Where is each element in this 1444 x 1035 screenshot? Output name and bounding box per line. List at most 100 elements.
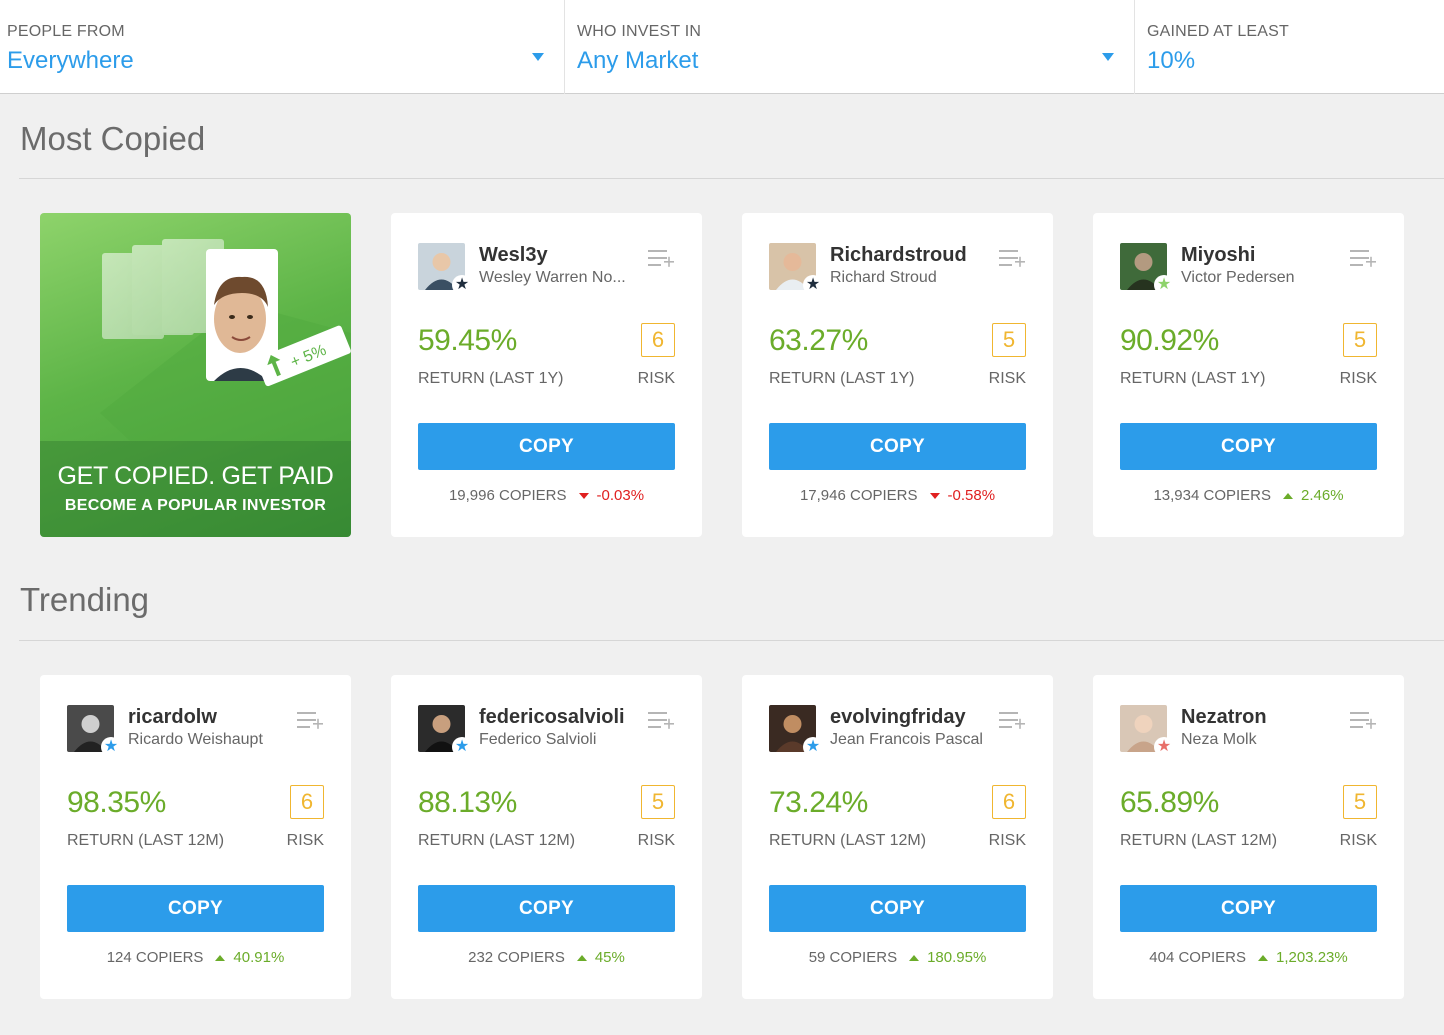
trader-full-name: Neza Molk — [1181, 731, 1257, 748]
section-divider — [19, 640, 1444, 641]
trader-full-name: Federico Salvioli — [479, 731, 597, 748]
trader-username[interactable]: evolvingfriday — [830, 706, 966, 728]
copy-button[interactable]: COPY — [769, 423, 1026, 470]
copiers-change: 2.46% — [1301, 487, 1344, 504]
copiers-count: 404 COPIERS — [1149, 949, 1246, 966]
trader-card[interactable]: ★ Nezatron Neza Molk 65.89% RETURN (LAST… — [1093, 675, 1404, 999]
filter-value[interactable]: Everywhere — [7, 47, 134, 74]
filter-value[interactable]: 10% — [1147, 47, 1196, 74]
trend-up-icon — [909, 955, 920, 962]
risk-score-badge: 6 — [992, 785, 1026, 819]
trader-full-name: Jean Francois Pascal — [830, 731, 983, 748]
filter-who-invest-in[interactable]: WHO INVEST IN Any Market — [564, 0, 1134, 94]
return-label: RETURN (LAST 1Y) — [769, 370, 915, 387]
copiers-stats: 232 COPIERS 45% — [391, 949, 702, 966]
add-to-watchlist-icon[interactable] — [647, 247, 677, 269]
add-to-watchlist-icon[interactable] — [1349, 247, 1379, 269]
add-to-watchlist-icon[interactable] — [647, 709, 677, 731]
risk-score-badge: 6 — [641, 323, 675, 357]
copy-button[interactable]: COPY — [1120, 423, 1377, 470]
blue-star-icon: ★ — [101, 737, 121, 757]
red-star-icon: ★ — [1154, 737, 1174, 757]
trader-card[interactable]: ★ Richardstroud Richard Stroud 63.27% RE… — [742, 213, 1053, 537]
trader-full-name: Richard Stroud — [830, 269, 937, 286]
chevron-down-icon[interactable] — [532, 53, 544, 61]
trader-username[interactable]: federicosalvioli — [479, 706, 625, 728]
trader-username[interactable]: Richardstroud — [830, 244, 967, 266]
add-to-watchlist-icon[interactable] — [296, 709, 326, 731]
trader-card[interactable]: ★ federicosalvioli Federico Salvioli 88.… — [391, 675, 702, 999]
risk-label: RISK — [988, 832, 1026, 849]
copy-button[interactable]: COPY — [418, 423, 675, 470]
copiers-count: 17,946 COPIERS — [799, 487, 918, 504]
return-value: 65.89% — [1120, 786, 1219, 819]
risk-label: RISK — [637, 832, 675, 849]
risk-label: RISK — [637, 370, 675, 387]
dark-star-icon: ★ — [452, 275, 472, 295]
trader-full-name: Wesley Warren No... — [479, 269, 626, 286]
trader-username[interactable]: Nezatron — [1181, 706, 1267, 728]
avatar[interactable] — [67, 705, 114, 752]
add-to-watchlist-icon[interactable] — [998, 709, 1028, 731]
copy-button[interactable]: COPY — [418, 885, 675, 932]
avatar[interactable] — [769, 243, 816, 290]
filter-label: GAINED AT LEAST — [1147, 23, 1290, 40]
copiers-change: 45% — [594, 949, 625, 966]
copiers-count: 124 COPIERS — [106, 949, 204, 966]
filter-gained-at-least[interactable]: GAINED AT LEAST 10% — [1134, 0, 1444, 94]
filter-value[interactable]: Any Market — [577, 47, 699, 74]
trader-card[interactable]: ★ evolvingfriday Jean Francois Pascal 73… — [742, 675, 1053, 999]
trader-username[interactable]: Miyoshi — [1181, 244, 1256, 266]
risk-label: RISK — [1339, 832, 1377, 849]
copiers-stats: 19,996 COPIERS -0.03% — [391, 487, 702, 504]
return-value: 90.92% — [1120, 324, 1219, 357]
add-to-watchlist-icon[interactable] — [1349, 709, 1379, 731]
trend-up-icon — [215, 955, 226, 962]
popular-investor-banner[interactable]: + 5% GET COPIED. GET PAID BECOME A POPUL… — [40, 213, 351, 537]
trader-full-name: Ricardo Weishaupt — [128, 731, 263, 748]
return-value: 73.24% — [769, 786, 868, 819]
copiers-count: 19,996 COPIERS — [448, 487, 567, 504]
trader-card[interactable]: ★ ricardolw Ricardo Weishaupt 98.35% RET… — [40, 675, 351, 999]
risk-label: RISK — [1339, 370, 1377, 387]
filter-bar: PEOPLE FROM Everywhere WHO INVEST IN Any… — [0, 0, 1444, 94]
promo-subtitle: BECOME A POPULAR INVESTOR — [64, 497, 327, 514]
copy-button[interactable]: COPY — [67, 885, 324, 932]
copy-button[interactable]: COPY — [1120, 885, 1377, 932]
filter-label: WHO INVEST IN — [577, 23, 702, 40]
return-value: 98.35% — [67, 786, 166, 819]
copiers-change: -0.58% — [947, 487, 996, 504]
risk-label: RISK — [988, 370, 1026, 387]
risk-score-badge: 5 — [992, 323, 1026, 357]
return-label: RETURN (LAST 12M) — [418, 832, 576, 849]
trader-card[interactable]: ★ Wesl3y Wesley Warren No... 59.45% RETU… — [391, 213, 702, 537]
filter-people-from[interactable]: PEOPLE FROM Everywhere — [0, 0, 564, 94]
promo-footer: GET COPIED. GET PAID BECOME A POPULAR IN… — [40, 441, 351, 537]
trader-username[interactable]: ricardolw — [128, 706, 217, 728]
return-value: 88.13% — [418, 786, 517, 819]
risk-score-badge: 5 — [1343, 785, 1377, 819]
section-divider — [19, 178, 1444, 179]
chevron-down-icon[interactable] — [1102, 53, 1114, 61]
trend-up-icon — [576, 955, 587, 962]
return-value: 59.45% — [418, 324, 517, 357]
copiers-count: 232 COPIERS — [468, 949, 565, 966]
trader-card[interactable]: ★ Miyoshi Victor Pedersen 90.92% RETURN … — [1093, 213, 1404, 537]
risk-score-badge: 5 — [641, 785, 675, 819]
return-label: RETURN (LAST 1Y) — [418, 370, 564, 387]
copiers-stats: 17,946 COPIERS -0.58% — [742, 487, 1053, 504]
trend-up-icon — [1257, 955, 1268, 962]
dark-star-icon: ★ — [803, 275, 823, 295]
add-to-watchlist-icon[interactable] — [998, 247, 1028, 269]
risk-score-badge: 6 — [290, 785, 324, 819]
green-star-icon: ★ — [1154, 275, 1174, 295]
section-title-trending: Trending — [20, 581, 150, 618]
copiers-stats: 13,934 COPIERS 2.46% — [1093, 487, 1404, 504]
risk-label: RISK — [286, 832, 324, 849]
copiers-count: 13,934 COPIERS — [1153, 487, 1271, 504]
blue-star-icon: ★ — [452, 737, 472, 757]
avatar[interactable] — [769, 705, 816, 752]
copy-button[interactable]: COPY — [769, 885, 1026, 932]
trader-username[interactable]: Wesl3y — [479, 244, 548, 266]
section-title-most-copied: Most Copied — [20, 120, 206, 157]
